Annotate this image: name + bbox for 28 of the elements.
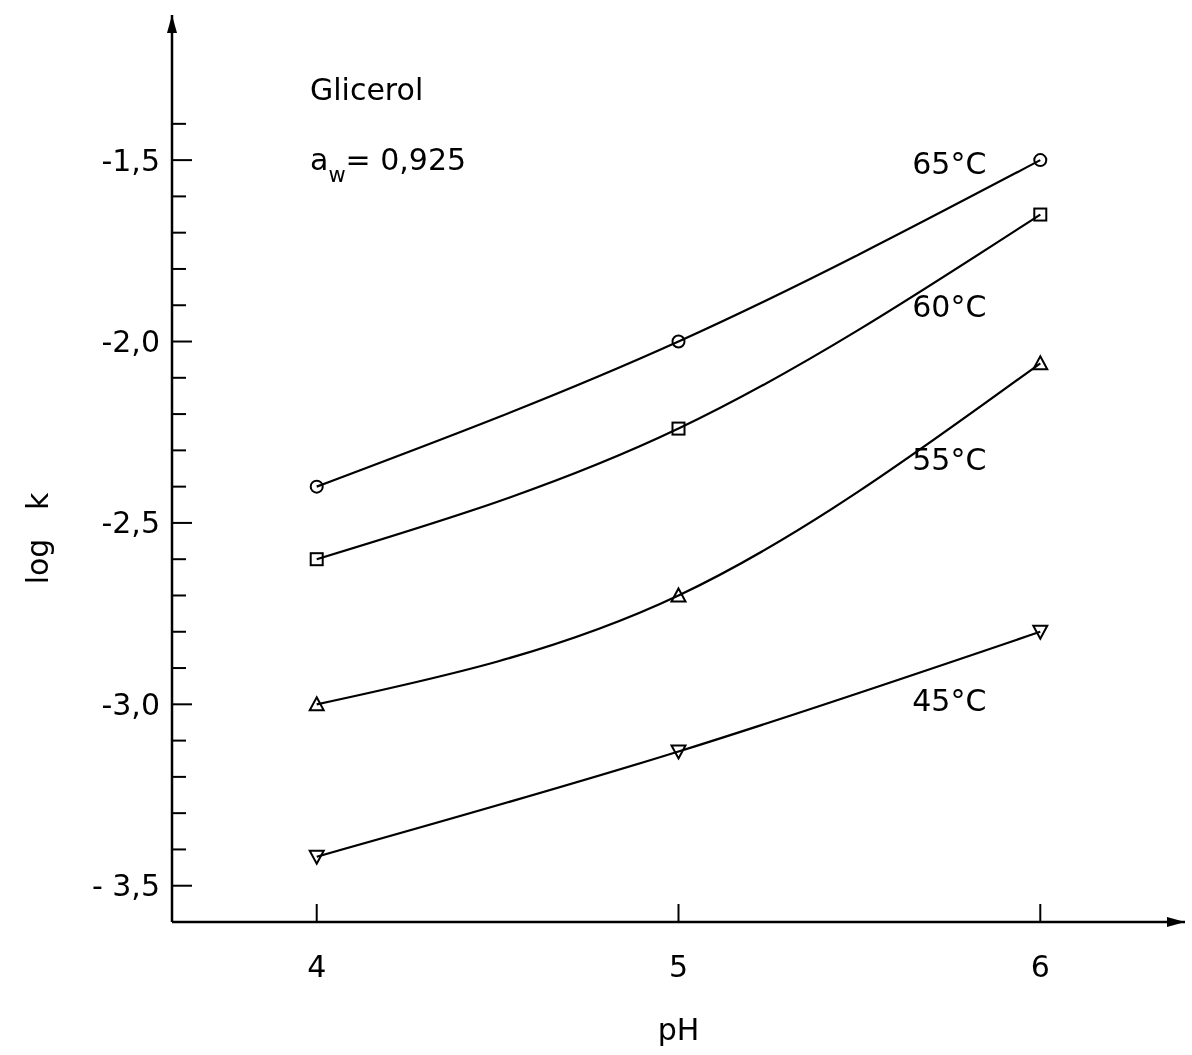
annotation: a$_{w}$= 0,925: [310, 142, 467, 187]
point: [308, 696, 325, 712]
annotation: Glicerol: [310, 72, 424, 107]
x-axis-title: pH: [657, 1012, 700, 1047]
point: [309, 479, 324, 494]
point: [671, 421, 686, 436]
point: [1032, 624, 1049, 640]
y-tick-label: - 3,5: [91, 868, 160, 904]
point: [670, 587, 687, 603]
series-label: 60°C: [912, 288, 987, 324]
point: [309, 552, 324, 567]
point: [1033, 153, 1048, 168]
series-label: 45°C: [912, 682, 987, 718]
point: [670, 744, 687, 760]
point: [1033, 207, 1048, 222]
y-tick-label: -2,5: [101, 505, 160, 541]
x-tick-label: 5: [668, 949, 689, 984]
series-label: 55°C: [912, 441, 987, 477]
y-axis-title: log k: [20, 492, 55, 585]
y-tick-label: -3,0: [101, 686, 160, 722]
point: [1032, 355, 1049, 371]
point: [308, 849, 325, 865]
x-tick-label: 6: [1030, 949, 1050, 984]
x-tick-label: 4: [307, 949, 327, 984]
point: [671, 334, 686, 349]
y-tick-label: -1,5: [101, 142, 160, 178]
y-tick-label: -2,0: [101, 324, 160, 360]
series-label: 65°C: [912, 146, 987, 182]
